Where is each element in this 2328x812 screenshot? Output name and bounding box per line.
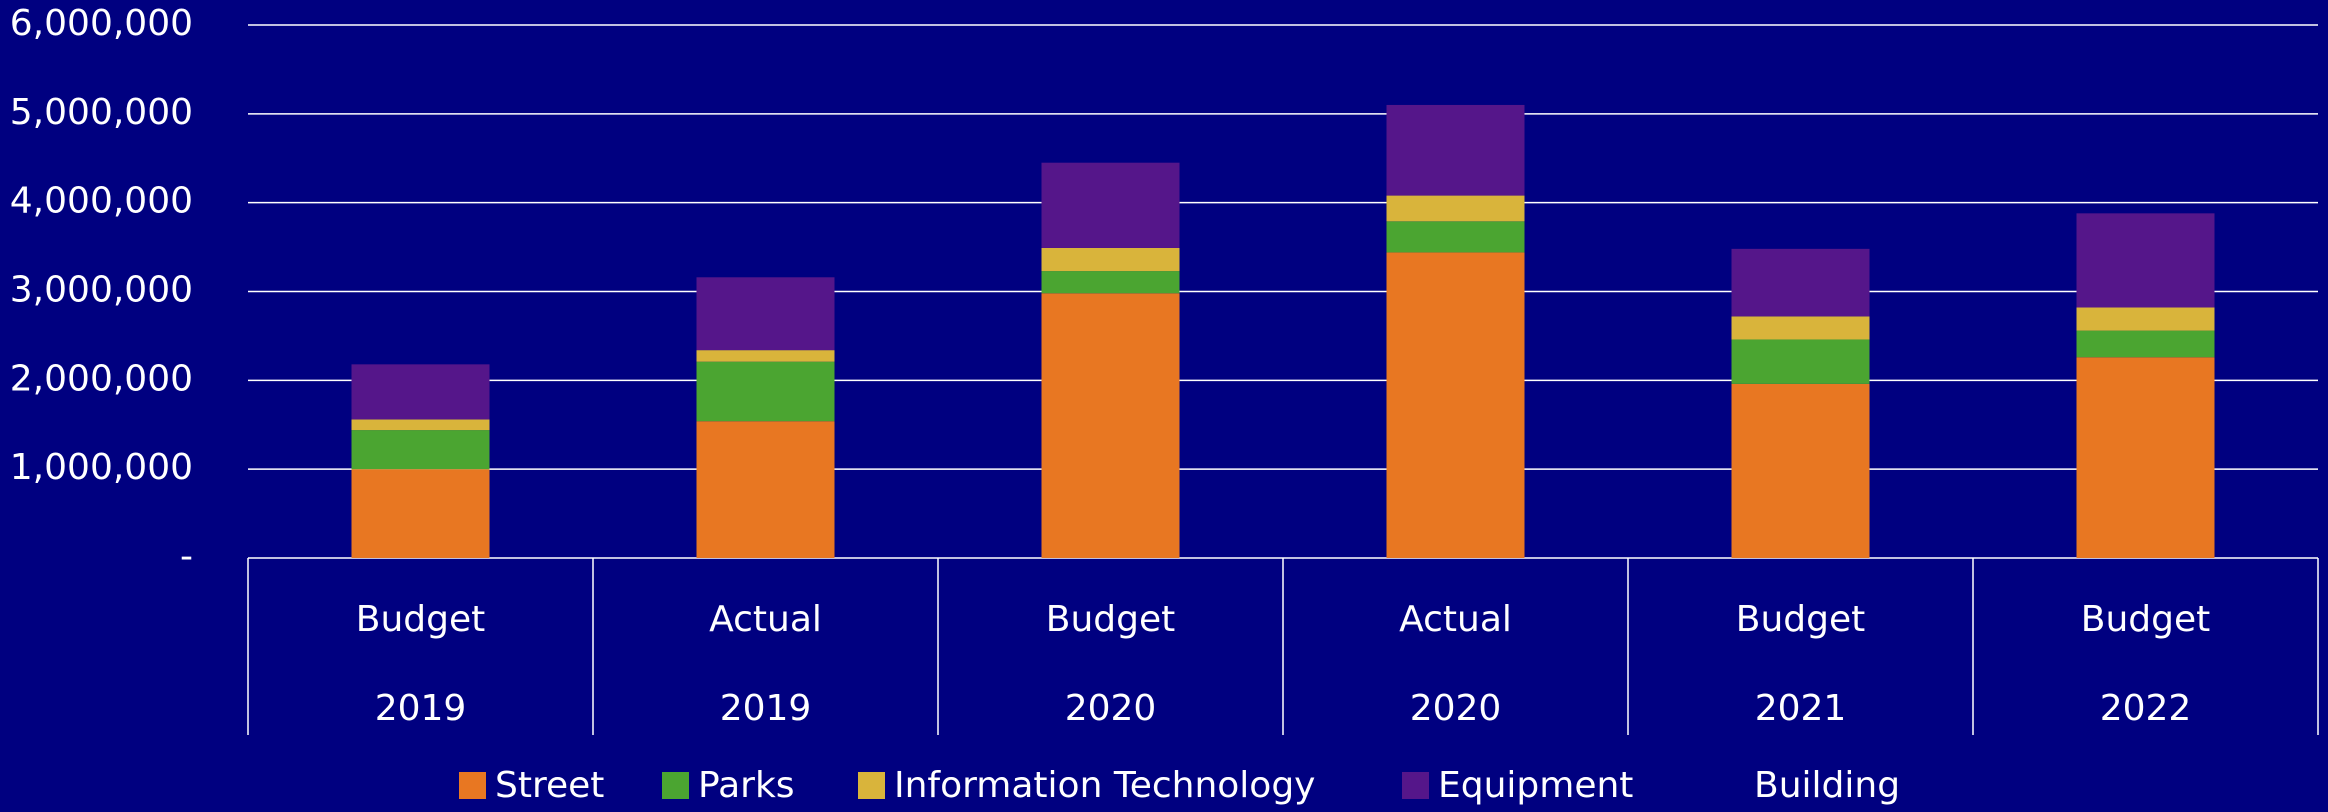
x-tick-label: Actual bbox=[1399, 599, 1512, 640]
x-tick-label: Budget bbox=[1736, 599, 1865, 640]
x-tick-label: Budget bbox=[1046, 599, 1175, 640]
bar-segment bbox=[2076, 330, 2215, 358]
bar-segment bbox=[1731, 383, 1870, 558]
x-tick-label: 2020 bbox=[1065, 688, 1157, 729]
bar-segment bbox=[1731, 316, 1870, 340]
bar-segment bbox=[351, 364, 490, 420]
legend-label: Equipment bbox=[1438, 765, 1633, 806]
bar-segment bbox=[1386, 252, 1525, 558]
legend-swatch bbox=[1718, 772, 1745, 799]
bar-segment bbox=[351, 430, 490, 470]
y-tick-label: 1,000,000 bbox=[10, 447, 193, 488]
bar-segment bbox=[1731, 339, 1870, 384]
y-tick-label: 5,000,000 bbox=[10, 92, 193, 133]
legend-label: Parks bbox=[698, 765, 795, 806]
x-tick-label: 2020 bbox=[1410, 688, 1502, 729]
x-tick-label: Budget bbox=[2081, 599, 2210, 640]
legend-label: Street bbox=[495, 765, 604, 806]
bar-segment bbox=[696, 277, 835, 351]
bar-segment bbox=[1041, 271, 1180, 294]
legend-label: Information Technology bbox=[894, 765, 1316, 806]
legend-swatch bbox=[1402, 772, 1429, 799]
bar-segment bbox=[696, 361, 835, 422]
x-tick-label: 2021 bbox=[1755, 688, 1847, 729]
bar-segment bbox=[351, 419, 490, 431]
bar-segment bbox=[2076, 357, 2215, 558]
x-tick-label: 2019 bbox=[375, 688, 467, 729]
bar-segment bbox=[1731, 248, 1870, 317]
y-tick-label: - bbox=[180, 536, 193, 577]
bar-segment bbox=[1386, 195, 1525, 222]
bar-segment bbox=[1041, 247, 1180, 272]
bar-segment bbox=[1386, 104, 1525, 196]
legend-swatch bbox=[662, 772, 689, 799]
y-tick-label: 2,000,000 bbox=[10, 358, 193, 399]
bar-segment bbox=[2076, 307, 2215, 331]
x-tick-label: 2022 bbox=[2100, 688, 2192, 729]
x-tick-label: Budget bbox=[356, 599, 485, 640]
y-tick-label: 4,000,000 bbox=[10, 181, 193, 222]
x-tick-label: Actual bbox=[709, 599, 822, 640]
bar-segment bbox=[351, 469, 490, 558]
bar-segment bbox=[2076, 213, 2215, 308]
legend-swatch bbox=[858, 772, 885, 799]
bar-segment bbox=[1386, 221, 1525, 253]
bar-segment bbox=[1041, 293, 1180, 558]
bar-segment bbox=[1041, 162, 1180, 248]
legend-swatch bbox=[459, 772, 486, 799]
y-tick-label: 6,000,000 bbox=[10, 3, 193, 44]
y-tick-label: 3,000,000 bbox=[10, 270, 193, 311]
bar-segment bbox=[696, 421, 835, 558]
x-tick-label: 2019 bbox=[720, 688, 812, 729]
bar-segment bbox=[696, 350, 835, 362]
legend-label: Building bbox=[1754, 765, 1900, 806]
